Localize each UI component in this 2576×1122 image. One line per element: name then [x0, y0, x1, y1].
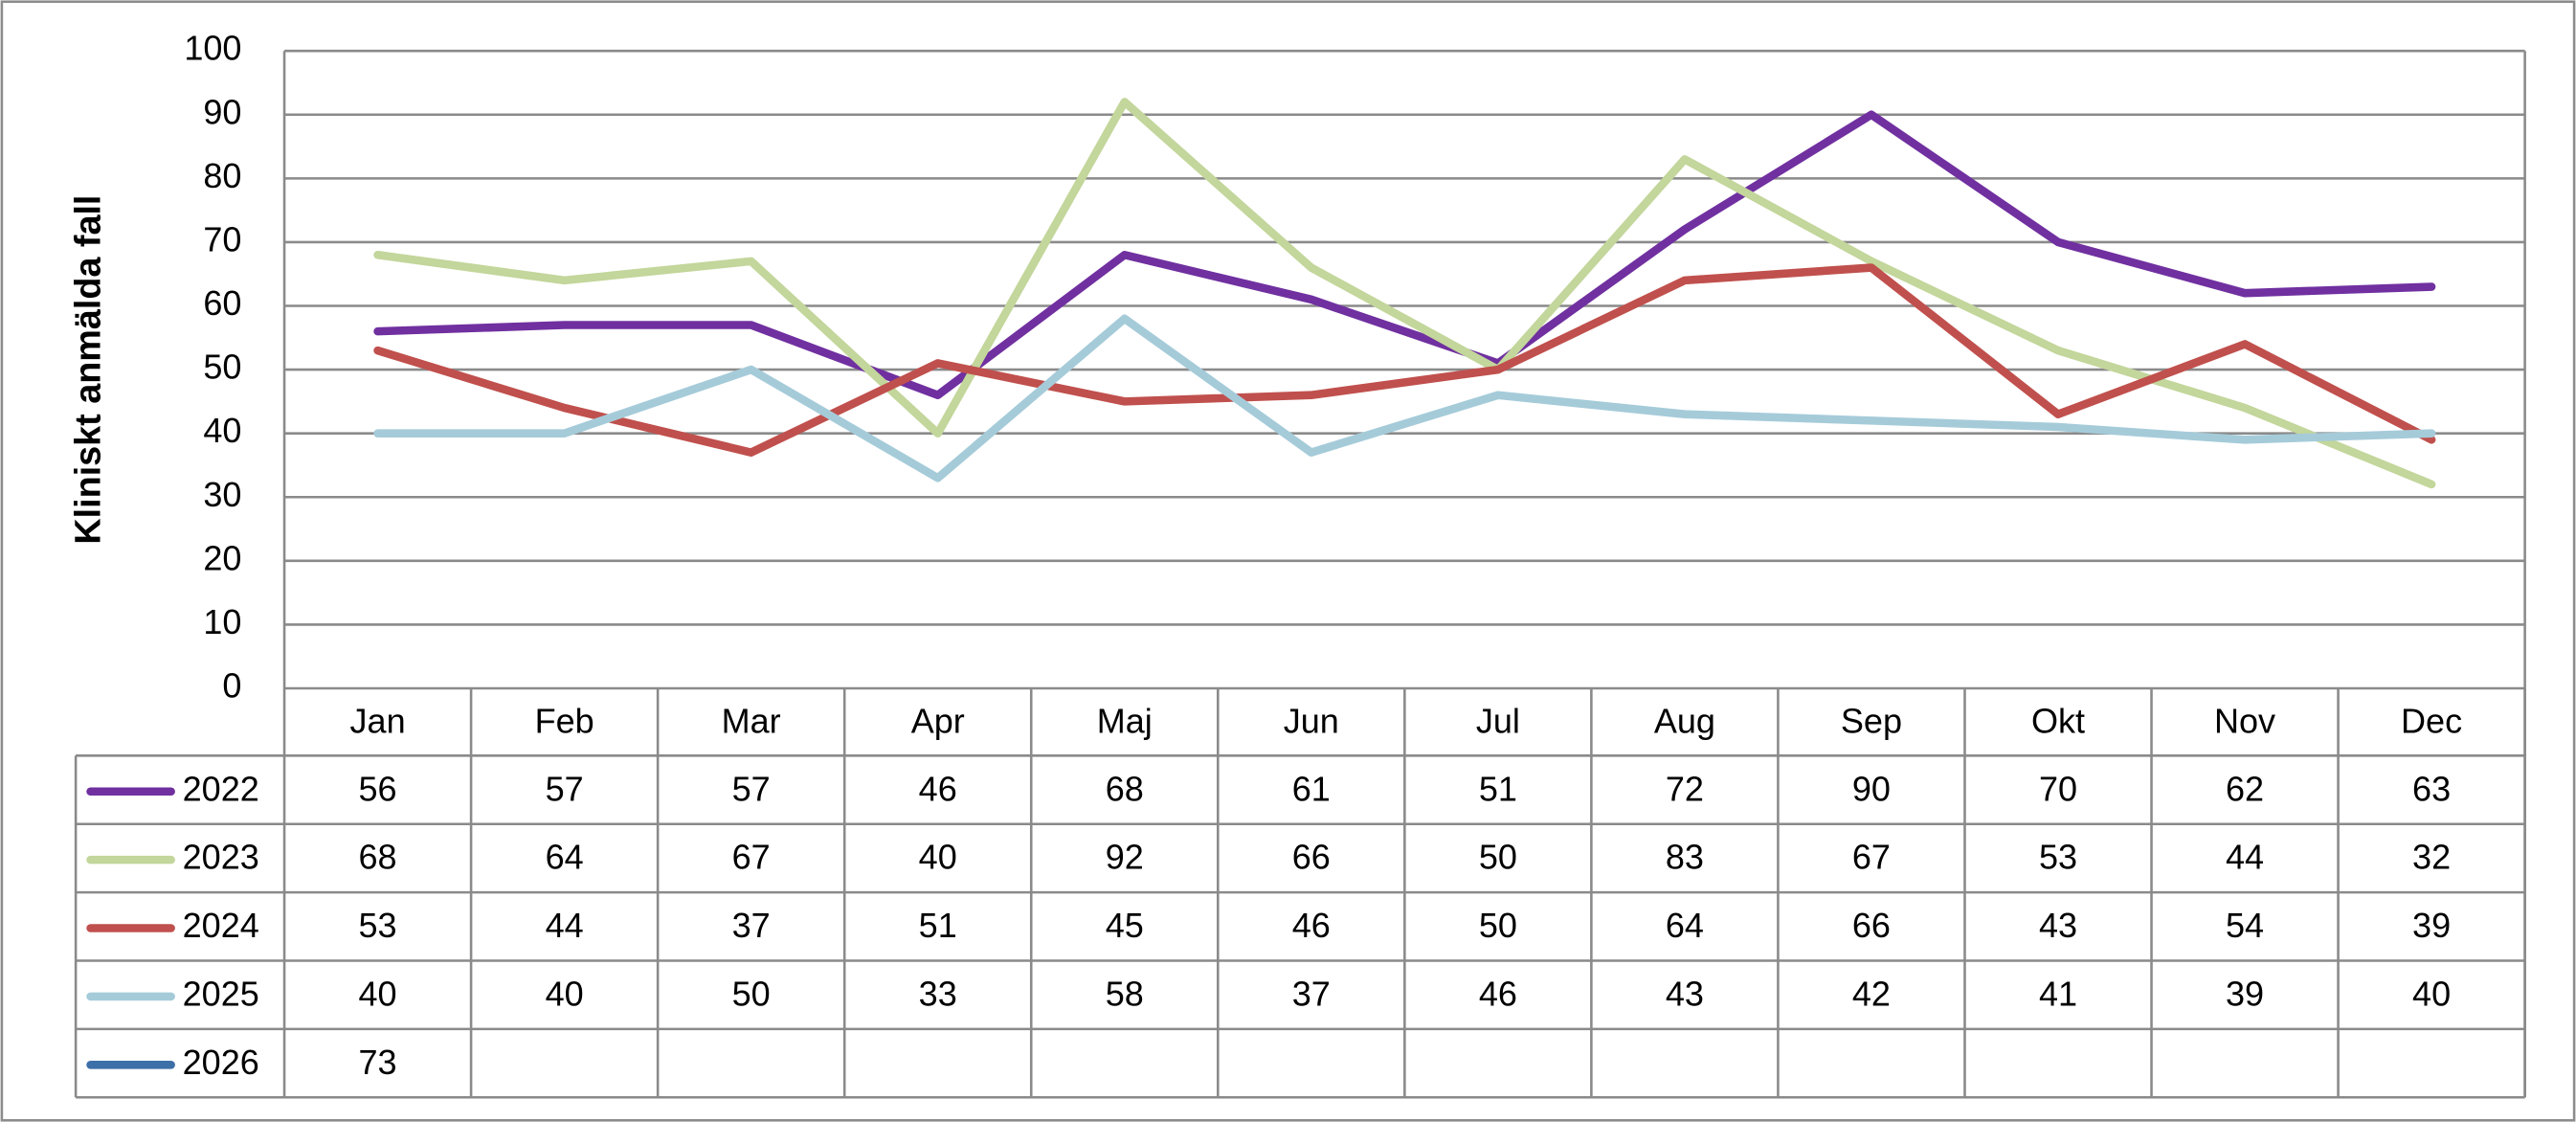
x-tick-label: Okt [2031, 701, 2085, 740]
table-value: 67 [732, 838, 771, 877]
series-line [373, 98, 2436, 489]
y-tick-label: 10 [203, 602, 241, 641]
table-value: 73 [359, 1043, 397, 1082]
table-value: 67 [1852, 838, 1891, 877]
legend-label: 2024 [183, 906, 259, 945]
table-value: 41 [2039, 974, 2077, 1013]
table-value: 46 [1292, 906, 1331, 945]
table-value: 46 [1479, 974, 1517, 1013]
table-value: 40 [2412, 974, 2451, 1013]
table-value: 37 [1292, 974, 1331, 1013]
table-value: 61 [1292, 769, 1331, 808]
y-tick-label: 70 [203, 219, 241, 258]
legend-label: 2025 [183, 974, 259, 1013]
table-value: 68 [359, 838, 397, 877]
x-tick-label: Feb [535, 701, 594, 740]
y-tick-label: 60 [203, 283, 241, 323]
table-value: 44 [2226, 838, 2264, 877]
y-tick-label: 50 [203, 348, 241, 387]
table-value: 53 [2039, 838, 2077, 877]
table-value: 39 [2226, 974, 2264, 1013]
y-tick-label: 30 [203, 475, 241, 514]
table-value: 50 [732, 974, 771, 1013]
table-value: 40 [919, 838, 957, 877]
table-value: 50 [1479, 906, 1517, 945]
table-value: 40 [546, 974, 584, 1013]
table-value: 45 [1106, 906, 1144, 945]
table-value: 40 [359, 974, 397, 1013]
y-tick-label: 0 [222, 666, 241, 706]
table-value: 51 [919, 906, 957, 945]
table-value: 90 [1852, 769, 1891, 808]
table-value: 56 [359, 769, 397, 808]
table-value: 53 [359, 906, 397, 945]
series-line [373, 314, 2436, 482]
y-tick-label: 100 [184, 29, 241, 68]
table-value: 83 [1666, 838, 1704, 877]
x-tick-label: Maj [1097, 701, 1153, 740]
table-value: 43 [2039, 906, 2077, 945]
table-value: 66 [1292, 838, 1331, 877]
table-value: 50 [1479, 838, 1517, 877]
table-value: 66 [1852, 906, 1891, 945]
table-value: 37 [732, 906, 771, 945]
table-value: 57 [546, 769, 584, 808]
y-tick-label: 40 [203, 411, 241, 450]
table-value: 39 [2412, 906, 2451, 945]
legend-label: 2026 [183, 1043, 259, 1082]
y-tick-label: 20 [203, 538, 241, 577]
table-value: 32 [2412, 838, 2451, 877]
table-value: 58 [1106, 974, 1144, 1013]
x-tick-label: Sep [1841, 701, 1902, 740]
x-tick-label: Mar [722, 701, 781, 740]
table-value: 63 [2412, 769, 2451, 808]
series-line [373, 263, 2436, 457]
legend-label: 2023 [183, 838, 259, 877]
x-tick-label: Jul [1476, 701, 1520, 740]
x-tick-label: Aug [1654, 701, 1715, 740]
table-value: 57 [732, 769, 771, 808]
table-value: 46 [919, 769, 957, 808]
x-tick-label: Nov [2214, 701, 2275, 740]
table-value: 62 [2226, 769, 2264, 808]
table-value: 64 [1666, 906, 1704, 945]
y-tick-label: 90 [203, 92, 241, 131]
x-tick-label: Jun [1284, 701, 1339, 740]
legend-label: 2022 [183, 769, 259, 808]
table-value: 70 [2039, 769, 2077, 808]
table-value: 92 [1106, 838, 1144, 877]
series-line [373, 110, 2436, 400]
table-value: 42 [1852, 974, 1891, 1013]
table-value: 68 [1106, 769, 1144, 808]
x-tick-label: Dec [2401, 701, 2462, 740]
table-value: 54 [2226, 906, 2264, 945]
table-value: 33 [919, 974, 957, 1013]
x-tick-label: Jan [350, 701, 406, 740]
table-value: 43 [1666, 974, 1704, 1013]
table-value: 44 [546, 906, 584, 945]
table-value: 72 [1666, 769, 1704, 808]
y-tick-label: 80 [203, 156, 241, 195]
y-axis-label: Kliniskt anmälda fall [68, 195, 108, 545]
table-value: 64 [546, 838, 584, 877]
x-tick-label: Apr [911, 701, 965, 740]
table-value: 51 [1479, 769, 1517, 808]
